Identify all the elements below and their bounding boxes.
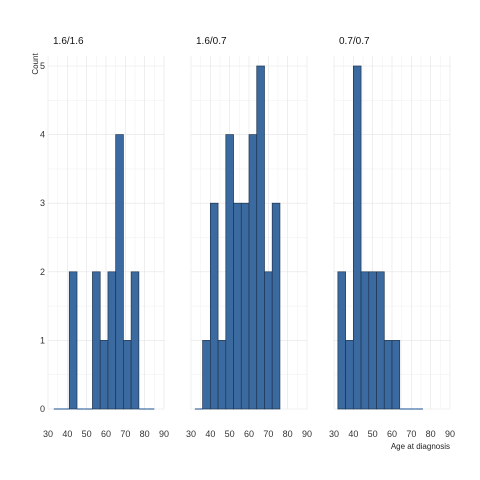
y-tick-label: 0 [40, 404, 45, 414]
x-tick-label: 90 [445, 429, 455, 439]
panel-title: 0.7/0.7 [339, 36, 370, 47]
histogram-bar [107, 271, 117, 410]
histogram-bar [383, 340, 393, 410]
x-tick-label: 70 [120, 429, 130, 439]
x-tick-label: 50 [82, 429, 92, 439]
x-tick-label: 80 [283, 429, 293, 439]
histogram-bar [337, 271, 346, 410]
histogram-bar [256, 65, 265, 410]
histogram-bar [92, 271, 101, 410]
histogram-bar [264, 271, 273, 410]
x-tick-label: 60 [244, 429, 254, 439]
x-tick-label: 80 [426, 429, 436, 439]
histogram-bar [68, 271, 78, 410]
histogram-bar [240, 202, 250, 410]
histogram-bar [202, 340, 211, 410]
x-axis-label: Age at diagnosis [391, 442, 450, 451]
x-tick-label: 30 [186, 429, 196, 439]
x-tick-label: 40 [205, 429, 215, 439]
y-tick-label: 2 [40, 267, 45, 277]
panel-title: 1.6/0.7 [196, 36, 227, 47]
facet-panels: 1.6/1.6 30 40 50 60 70 80 90 0 1 2 3 4 5 1.6/0.7 30 40 50… [40, 36, 455, 439]
histogram-bar [233, 202, 242, 410]
x-tick-label: 40 [62, 429, 72, 439]
histogram-bar [130, 271, 140, 410]
histogram-bar [248, 134, 258, 410]
x-tick-label: 40 [348, 429, 358, 439]
panel-title: 1.6/1.6 [53, 36, 84, 47]
histogram-bar [217, 340, 227, 410]
y-tick-label: 1 [40, 335, 45, 345]
x-tick-label: 60 [387, 429, 397, 439]
x-tick-label: 70 [406, 429, 416, 439]
y-axis-label: Count [31, 53, 40, 75]
x-tick-label: 30 [329, 429, 339, 439]
panel-2: 1.6/0.7 30 40 50 60 70 80 90 [186, 36, 312, 439]
histogram-bar [99, 340, 109, 410]
panel-3: 0.7/0.7 30 40 50 60 70 80 90 [329, 36, 455, 439]
x-tick-label: 80 [140, 429, 150, 439]
x-tick-label: 90 [159, 429, 169, 439]
y-tick-label: 3 [40, 198, 45, 208]
histogram-bar [376, 271, 385, 410]
x-tick-label: 90 [302, 429, 312, 439]
histogram-bar [209, 202, 219, 410]
x-tick-label: 30 [43, 429, 53, 439]
histogram-bar [271, 202, 281, 410]
histogram-bar [391, 340, 401, 410]
y-tick-label: 4 [40, 130, 45, 140]
histogram-bar [123, 340, 132, 410]
histogram-bar [360, 271, 370, 410]
histogram-bar [115, 134, 124, 410]
histogram-bar [352, 65, 362, 410]
x-tick-label: 50 [368, 429, 378, 439]
x-tick-label: 60 [101, 429, 111, 439]
y-tick-label: 5 [40, 61, 45, 71]
x-tick-label: 70 [263, 429, 273, 439]
histogram-bar [368, 271, 377, 410]
histogram-bar [345, 340, 354, 410]
histogram-bar [225, 134, 234, 410]
x-tick-label: 50 [225, 429, 235, 439]
panel-1: 1.6/1.6 30 40 50 60 70 80 90 0 1 2 3 4 5 [40, 36, 169, 439]
